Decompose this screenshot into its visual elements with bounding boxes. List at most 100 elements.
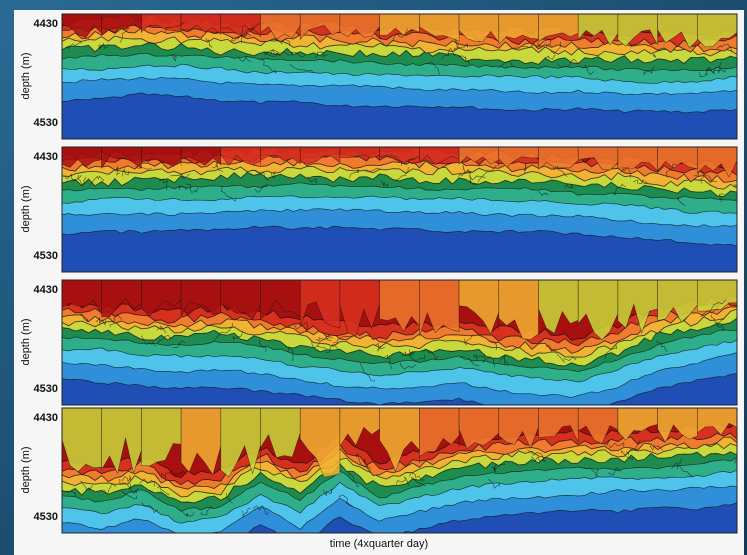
contour-line — [677, 197, 686, 206]
contour-line — [254, 185, 269, 193]
contour-line — [734, 459, 737, 464]
contour-line — [165, 21, 186, 32]
contour-line — [211, 161, 224, 172]
contour-line — [263, 50, 281, 57]
contour-line — [139, 478, 156, 487]
contour-line — [409, 354, 425, 362]
contour-line — [604, 345, 617, 359]
contour-line — [700, 308, 719, 318]
contour-line — [109, 314, 123, 328]
contour-line — [80, 480, 93, 491]
contour-line — [411, 477, 427, 487]
contour-line — [473, 353, 485, 361]
contour-line — [290, 51, 306, 58]
contour-line — [544, 54, 556, 60]
contour-line — [115, 166, 121, 176]
contour-line — [699, 70, 708, 78]
contour-line — [612, 183, 627, 196]
contour-line — [349, 169, 360, 179]
contour-line — [259, 340, 267, 352]
contour-line — [252, 504, 269, 516]
contour-line — [306, 176, 317, 184]
contour-line — [488, 341, 497, 350]
panel-frame — [61, 13, 738, 140]
contour-line — [545, 344, 565, 363]
contour-line — [273, 37, 291, 45]
contour-line — [360, 363, 375, 382]
contour-line — [170, 54, 178, 62]
contour-line — [621, 449, 634, 461]
y-axis-label: depth (m) — [20, 317, 32, 366]
chart-canvas — [61, 13, 738, 534]
contour-line — [181, 511, 194, 517]
contour-line — [717, 67, 727, 73]
contour-line — [716, 323, 727, 332]
contour-line — [458, 171, 473, 177]
contour-line — [315, 335, 333, 342]
contour-line — [374, 342, 385, 352]
contour-line — [632, 179, 648, 184]
contour-line — [363, 458, 372, 469]
panel-4 — [61, 407, 738, 534]
contour-line — [395, 166, 409, 181]
contour-line — [65, 41, 82, 49]
contour-line — [496, 60, 515, 69]
contour-line — [347, 471, 360, 488]
contour-line — [493, 464, 497, 473]
contour-line — [264, 49, 279, 56]
contour-line — [649, 445, 664, 451]
contour-line — [710, 314, 724, 324]
y-tick-label: 4530 — [33, 383, 58, 395]
contour-line — [656, 340, 668, 352]
contour-line — [423, 348, 439, 361]
panel-3 — [61, 279, 738, 406]
contour-line — [458, 55, 470, 65]
contour-line — [260, 57, 277, 74]
contour-line — [527, 449, 545, 463]
contour-line — [564, 183, 574, 189]
contour-line — [469, 175, 479, 186]
contour-line — [333, 336, 353, 344]
contour-line — [90, 175, 105, 186]
contour-line — [356, 452, 369, 468]
contour-line — [326, 343, 339, 354]
contour-line — [396, 476, 409, 486]
contour-line — [693, 170, 705, 177]
contour-line — [524, 164, 527, 174]
contour-line — [65, 490, 76, 497]
panel-1 — [61, 13, 738, 140]
figure: 4430 4530 depth (m) 4430 4530 depth (m) 4430 45… — [14, 10, 744, 555]
contour-line — [462, 165, 471, 174]
contour-line — [169, 173, 190, 179]
contour-line — [185, 183, 199, 194]
contour-line — [225, 492, 233, 503]
contour-line — [392, 28, 408, 42]
y-tick-label: 4430 — [33, 151, 58, 163]
contour-line — [604, 440, 610, 447]
contour-line — [581, 64, 595, 75]
contour-line — [241, 507, 251, 518]
contour-line — [709, 299, 727, 313]
contour-line — [643, 66, 655, 76]
contour-line — [408, 349, 416, 355]
warm-patch — [696, 14, 737, 48]
contour-line — [538, 191, 549, 197]
contour-line — [626, 440, 641, 455]
contour-line — [141, 502, 159, 513]
contour-line — [119, 478, 131, 489]
warm-patch — [696, 408, 737, 436]
panel-2 — [61, 146, 738, 273]
contour-line — [522, 44, 541, 49]
contour-line — [477, 165, 497, 183]
y-tick-label: 4530 — [33, 511, 58, 523]
contour-line — [323, 488, 333, 497]
contour-line — [238, 56, 252, 62]
contour-line — [609, 442, 625, 449]
contour-line — [221, 186, 237, 202]
contour-line — [464, 334, 473, 346]
contour-line — [178, 185, 187, 191]
contour-line — [700, 174, 718, 184]
contour-line — [314, 51, 328, 59]
contour-line — [400, 158, 416, 166]
contour-line — [620, 167, 631, 178]
